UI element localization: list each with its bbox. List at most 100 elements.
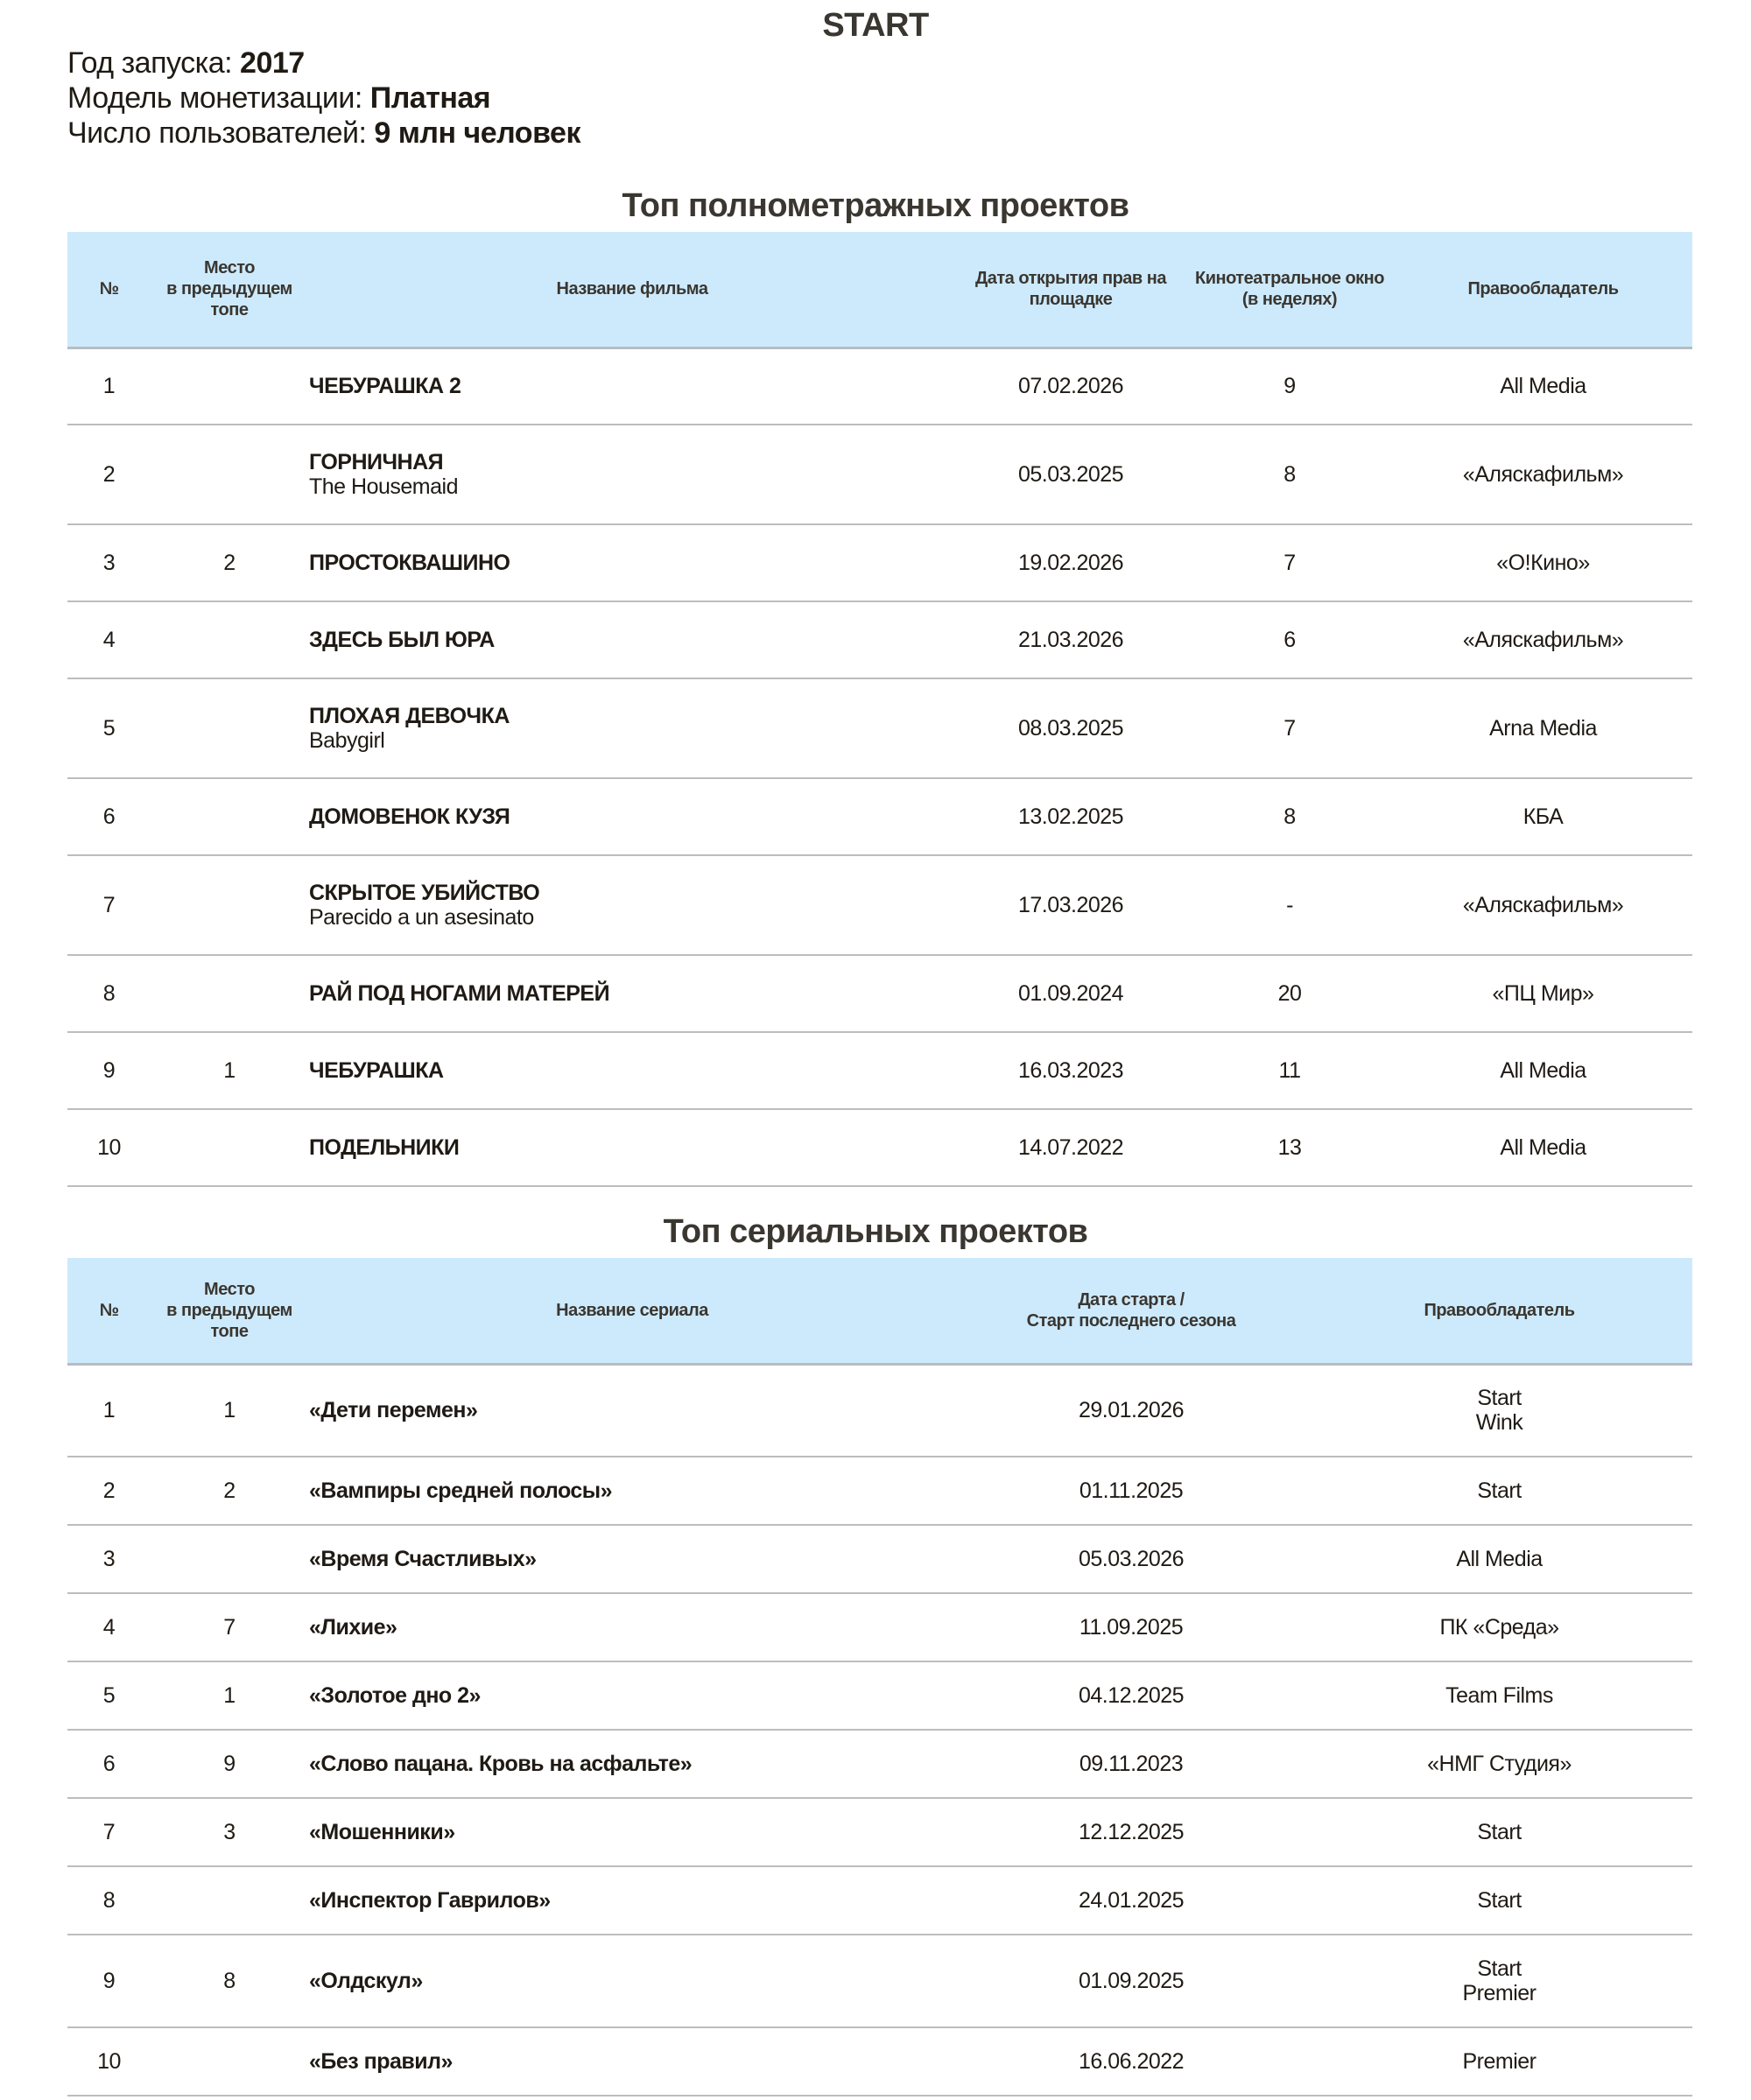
rank-cell: 9 [67,1032,151,1110]
previous-rank-cell [151,855,308,956]
theatrical-window-cell: 8 [1185,778,1394,856]
rights-holder-cell: All Media [1394,1109,1692,1187]
rank-cell: 10 [67,1109,151,1187]
start-date-cell: 09.11.2023 [956,1730,1306,1799]
rank-cell: 8 [67,955,151,1033]
rank-cell: 5 [67,1661,151,1731]
film-original-title: Babygirl [309,728,385,753]
release-date-cell: 05.03.2025 [956,425,1185,525]
series-title: «Мошенники» [309,1820,455,1844]
theatrical-window-cell: 9 [1185,348,1394,425]
series-title-cell: «Мошенники» [308,1798,956,1867]
rights-holder-cell: Start Premier [1306,1935,1692,2028]
table-row: 3 «Время Счастливых» 05.03.2026 All Media [67,1525,1692,1594]
release-date-cell: 19.02.2026 [956,524,1185,602]
theatrical-window-cell: - [1185,855,1394,956]
film-title-cell: ЗДЕСЬ БЫЛ ЮРА [308,601,956,679]
film-title-cell: ЧЕБУРАШКА [308,1032,956,1110]
rights-holder-cell: «Аляскафильм» [1394,601,1692,679]
column-header: Дата открытия прав на площадке [956,232,1185,349]
rank-cell: 7 [67,1798,151,1867]
info-monetization: Модель монетизации: Платная [67,81,491,115]
rank-cell: 4 [67,1593,151,1662]
theatrical-window-cell: 7 [1185,678,1394,779]
release-date-cell: 07.02.2026 [956,348,1185,425]
previous-rank-cell: 1 [151,1661,308,1731]
film-title: ПЛОХАЯ ДЕВОЧКА [309,704,510,728]
previous-rank-cell: 1 [151,1364,308,1457]
previous-rank-cell: 2 [151,1457,308,1526]
table-row: 7 СКРЫТОЕ УБИЙСТВО Parecido a un asesinato… [67,855,1692,956]
rights-holder-cell: All Media [1394,1032,1692,1110]
column-header: Название фильма [308,232,956,349]
previous-rank-cell [151,955,308,1033]
rights-holder-cell: ПК «Среда» [1306,1593,1692,1662]
series-title: «Дети перемен» [309,1398,478,1423]
start-date-cell: 01.09.2025 [956,1935,1306,2028]
start-date-cell: 29.01.2026 [956,1364,1306,1457]
rights-holder-cell: «Аляскафильм» [1394,425,1692,525]
previous-rank-cell [151,1866,308,1935]
rank-cell: 7 [67,855,151,956]
rights-holder-cell: All Media [1306,1525,1692,1594]
platform-info: Год запуска: 2017 Модель монетизации: Пл… [67,46,580,151]
film-title: ЧЕБУРАШКА 2 [309,374,461,399]
column-header: Кинотеатральное окно (в неделях) [1185,232,1394,349]
release-date-cell: 21.03.2026 [956,601,1185,679]
table-row: 1 1 «Дети перемен» 29.01.2026 Start Wink [67,1364,1692,1457]
films-header-row: № Место в предыдущем топе Название фильма Дат… [67,232,1692,349]
rank-cell: 8 [67,1866,151,1935]
rank-cell: 1 [67,348,151,425]
previous-rank-cell [151,678,308,779]
rights-holder-cell: Start [1306,1866,1692,1935]
release-date-cell: 16.03.2023 [956,1032,1185,1110]
series-title-cell: «Лихие» [308,1593,956,1662]
rights-holder-cell: Team Films [1306,1661,1692,1731]
series-section-title: Топ сериальных проектов [663,1213,1088,1250]
series-title-cell: «Олдскул» [308,1935,956,2028]
rank-cell: 2 [67,425,151,525]
film-title-cell: РАЙ ПОД НОГАМИ МАТЕРЕЙ [308,955,956,1033]
series-title: «Лихие» [309,1615,397,1640]
column-header: Место в предыдущем топе [151,232,308,349]
release-date-cell: 17.03.2026 [956,855,1185,956]
release-date-cell: 01.09.2024 [956,955,1185,1033]
table-row: 2 ГОРНИЧНАЯ The Housemaid 05.03.2025 8 «Аляск… [67,425,1692,525]
theatrical-window-cell: 13 [1185,1109,1394,1187]
previous-rank-cell [151,1525,308,1594]
previous-rank-cell [151,1109,308,1187]
series-title-cell: «Слово пацана. Кровь на асфальте» [308,1730,956,1799]
theatrical-window-cell: 11 [1185,1032,1394,1110]
column-header: Название сериала [308,1258,956,1366]
table-row: 9 1 ЧЕБУРАШКА 16.03.2023 11 All Media [67,1032,1692,1110]
film-title: РАЙ ПОД НОГАМИ МАТЕРЕЙ [309,981,610,1006]
table-row: 5 ПЛОХАЯ ДЕВОЧКА Babygirl 08.03.2025 7 Arna M… [67,678,1692,779]
info-launch-year: Год запуска: 2017 [67,46,305,80]
series-title-cell: «Без правил» [308,2027,956,2096]
series-title-cell: «Дети перемен» [308,1364,956,1457]
start-date-cell: 16.06.2022 [956,2027,1306,2096]
previous-rank-cell [151,601,308,679]
table-row: 7 3 «Мошенники» 12.12.2025 Start [67,1798,1692,1867]
rank-cell: 9 [67,1935,151,2028]
rights-holder-cell: «ПЦ Мир» [1394,955,1692,1033]
rights-holder-cell: «О!Кино» [1394,524,1692,602]
series-title: «Время Счастливых» [309,1547,537,1571]
column-header: № [67,1258,151,1366]
table-row: 4 ЗДЕСЬ БЫЛ ЮРА 21.03.2026 6 «Аляскафильм» [67,601,1692,679]
series-title: «Золотое дно 2» [309,1683,481,1708]
series-title: «Слово пацана. Кровь на асфальте» [309,1752,693,1776]
rank-cell: 2 [67,1457,151,1526]
previous-rank-cell: 9 [151,1730,308,1799]
series-table: № Место в предыдущем топе Название сериала Да… [67,1258,1692,2096]
table-row: 6 9 «Слово пацана. Кровь на асфальте» 09.11… [67,1730,1692,1799]
series-title: «Инспектор Гаврилов» [309,1888,551,1913]
film-title-cell: ПЛОХАЯ ДЕВОЧКА Babygirl [308,678,956,779]
table-row: 10 ПОДЕЛЬНИКИ 14.07.2022 13 All Media [67,1109,1692,1187]
start-date-cell: 24.01.2025 [956,1866,1306,1935]
rights-holder-cell: Start [1306,1798,1692,1867]
column-header: Место в предыдущем топе [151,1258,308,1366]
rights-holder-cell: «Аляскафильм» [1394,855,1692,956]
table-row: 1 ЧЕБУРАШКА 2 07.02.2026 9 All Media [67,348,1692,425]
films-section-title: Топ полнометражных проектов [622,187,1129,224]
